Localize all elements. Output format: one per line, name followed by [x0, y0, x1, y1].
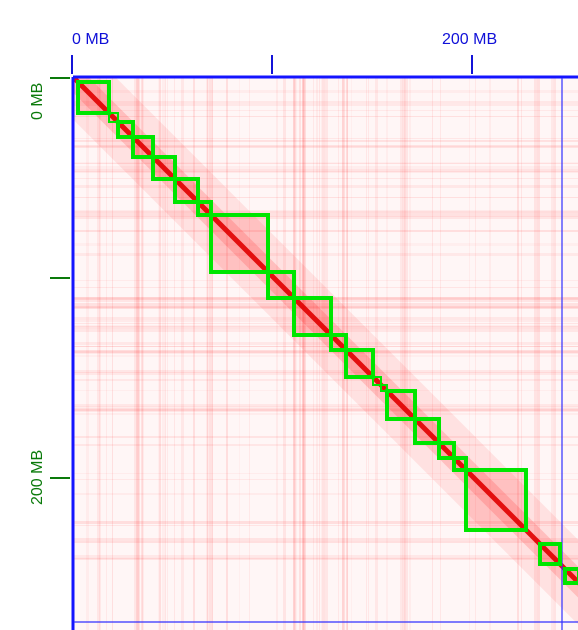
heatmap-background — [74, 78, 578, 630]
domain-box-19 — [464, 468, 528, 532]
domain-box-5 — [151, 155, 177, 181]
domain-box-7 — [196, 200, 213, 217]
domain-box-9 — [266, 270, 296, 300]
domain-box-3 — [116, 120, 135, 139]
x-tick-label-200: 200 MB — [442, 31, 498, 48]
domain-box-17 — [437, 441, 456, 460]
left-ruler — [50, 77, 70, 479]
domain-box-11 — [329, 333, 348, 352]
heatmap-frame — [71, 75, 578, 630]
domain-box-6 — [173, 177, 200, 204]
top-ruler — [71, 55, 473, 74]
domain-box-4 — [131, 135, 155, 159]
domain-box-1 — [76, 80, 111, 115]
domain-box-14 — [380, 384, 388, 392]
domain-box-18 — [452, 456, 468, 472]
domain-box-2 — [108, 112, 119, 123]
domain-boxes — [76, 80, 578, 585]
domain-box-20 — [538, 542, 562, 566]
x-tick-label-0: 0 MB — [72, 31, 110, 48]
domain-box-10 — [292, 296, 333, 337]
domain-box-15 — [385, 389, 417, 421]
domain-box-8 — [209, 213, 270, 274]
domain-box-13 — [372, 376, 382, 386]
domain-box-16 — [413, 417, 441, 445]
domain-box-12 — [344, 348, 375, 379]
domain-box-21 — [563, 567, 578, 585]
